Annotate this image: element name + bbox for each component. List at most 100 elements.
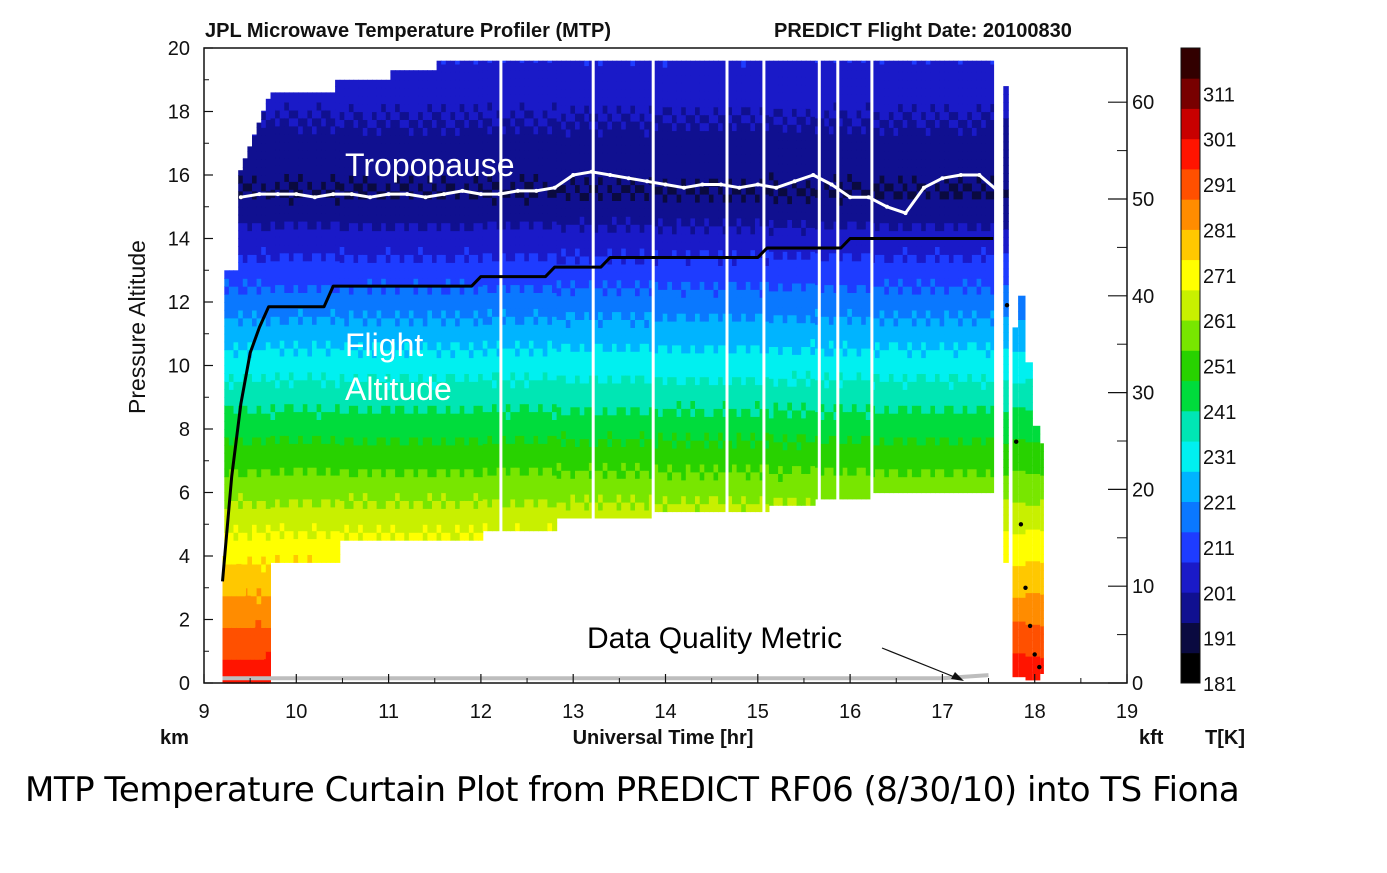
curtain-cell <box>335 530 341 540</box>
curtain-cell <box>547 149 553 159</box>
curtain-cell <box>519 348 525 357</box>
curtain-cell <box>515 506 521 516</box>
curtain-cell <box>413 389 419 398</box>
curtain-cell <box>547 189 553 198</box>
curtain-cell <box>381 159 387 168</box>
curtain-cell <box>413 198 419 208</box>
curtain-cell <box>399 333 405 343</box>
header-right: PREDICT Flight Date: 20100830 <box>774 20 1072 42</box>
curtain-cell <box>367 87 373 97</box>
curtain-cell <box>348 143 355 152</box>
curtain-cell <box>445 294 451 303</box>
curtain-cell <box>408 421 415 430</box>
curtain-cell <box>552 70 558 79</box>
curtain-cell <box>492 514 498 524</box>
curtain-cell <box>256 167 262 176</box>
curtain-cell <box>372 317 378 327</box>
curtain-cell <box>293 443 299 452</box>
curtain-cell <box>422 206 428 216</box>
curtain-cell <box>482 395 488 405</box>
curtain-cell <box>261 341 267 351</box>
curtain-cell <box>575 248 581 257</box>
curtain-cell <box>441 278 447 287</box>
curtain-cell <box>496 149 502 159</box>
curtain-cell <box>450 190 456 200</box>
curtain-cell <box>307 316 313 325</box>
curtain-cell <box>598 478 604 487</box>
curtain-cell <box>542 229 548 238</box>
curtain-cell <box>570 319 576 328</box>
curtain-cell <box>501 300 507 309</box>
curtain-cell <box>293 244 299 254</box>
curtain-cell <box>579 121 585 130</box>
curtain-cell <box>533 197 539 206</box>
curtain-cell <box>270 451 276 460</box>
curtain-cell <box>427 421 433 430</box>
curtain-cell <box>584 129 590 138</box>
curtain-cell <box>312 165 318 174</box>
curtain-cell <box>362 421 368 430</box>
curtain-cell <box>510 236 516 246</box>
curtain-cell <box>335 173 341 182</box>
curtain-cell <box>570 351 576 360</box>
curtain-cell <box>524 205 530 214</box>
curtain-cell <box>482 498 488 508</box>
curtain-cell <box>436 357 442 367</box>
curtain-cell <box>353 222 359 232</box>
curtain-cell <box>570 303 576 313</box>
curtain-cell <box>533 483 539 492</box>
curtain-cell <box>238 484 244 494</box>
curtain-cell <box>325 213 331 222</box>
curtain-cell <box>505 308 511 317</box>
curtain-cell <box>556 248 562 257</box>
curtain-cell <box>552 363 558 373</box>
curtain-cell <box>339 405 345 414</box>
curtain-cell <box>390 373 396 382</box>
curtain-cell <box>247 389 253 398</box>
curtain-cell <box>487 490 493 500</box>
curtain-cell <box>445 516 451 525</box>
curtain-cell <box>547 173 553 182</box>
curtain-cell <box>256 349 262 359</box>
curtain-cell <box>242 278 248 287</box>
curtain-cell <box>445 103 451 113</box>
curtain-cell <box>307 229 313 238</box>
curtain-cell <box>348 516 355 525</box>
curtain-cell <box>312 419 318 428</box>
curtain-cell <box>598 240 604 249</box>
curtain-cell <box>565 478 571 487</box>
curtain-cell <box>584 510 590 519</box>
curtain-cell <box>584 256 590 265</box>
curtain-cell <box>288 546 295 555</box>
curtain-cell <box>528 332 535 341</box>
curtain-cell <box>602 438 608 447</box>
curtain-cell <box>395 309 401 319</box>
curtain-cell <box>288 356 295 365</box>
curtain-cell <box>224 381 230 390</box>
curtain-cell <box>459 381 465 390</box>
curtain-cell <box>275 395 281 405</box>
curtain-cell <box>547 102 553 111</box>
curtain-cell <box>376 175 382 184</box>
curtain-cell <box>408 365 415 374</box>
curtain-cell <box>542 94 548 103</box>
curtain-cell <box>565 494 571 503</box>
curtain-cell <box>339 119 345 128</box>
curtain-cell <box>450 214 456 224</box>
curtain-cell <box>372 103 378 113</box>
curtain-cell <box>588 89 595 98</box>
curtain-cell <box>441 198 447 208</box>
curtain-cell <box>478 222 484 232</box>
curtain-cell <box>325 522 331 532</box>
curtain-cell <box>528 133 535 143</box>
curtain-cell <box>432 135 438 144</box>
curtain-cell <box>464 302 470 311</box>
curtain-cell <box>427 524 433 533</box>
curtain-cell <box>372 143 378 152</box>
curtain-cell <box>270 109 276 119</box>
curtain-cell <box>584 343 590 352</box>
curtain-cell <box>265 294 271 303</box>
curtain-cell <box>602 279 608 289</box>
curtain-cell <box>321 324 327 333</box>
curtain-cell <box>242 206 248 216</box>
